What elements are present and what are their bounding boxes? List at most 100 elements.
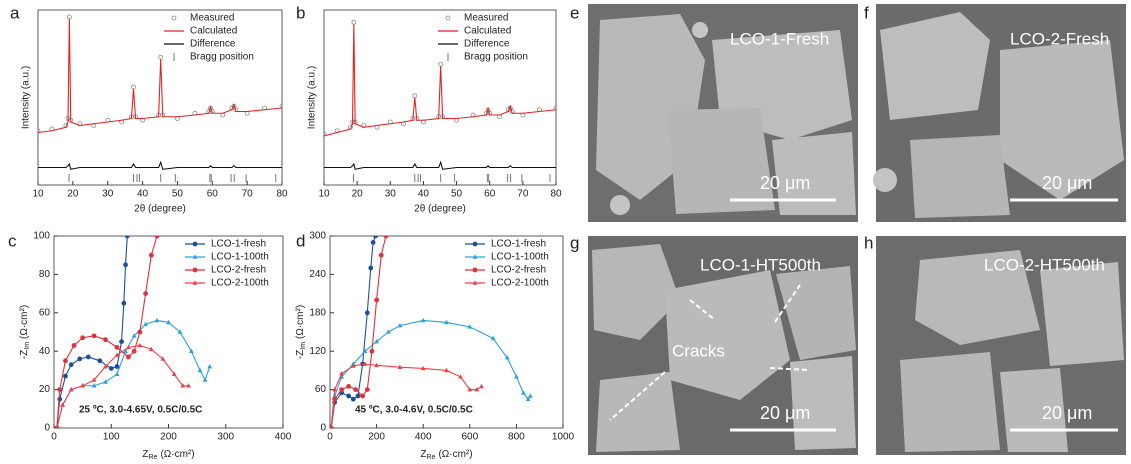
y-axis-label: Intensity (a.u.) — [307, 66, 318, 129]
series-line — [38, 19, 282, 133]
y-axis-label: -ZIm(Ω·cm²) — [19, 305, 32, 359]
data-point — [339, 371, 344, 375]
data-point — [198, 368, 203, 372]
data-point — [63, 374, 67, 378]
data-point — [72, 343, 76, 347]
y-tick-label: 100 — [33, 231, 50, 242]
data-point — [159, 55, 163, 59]
annotation: 45 ºC, 3.0-4.6V, 0.5C/0.5C — [355, 405, 473, 416]
y-tick-label: 40 — [39, 346, 51, 357]
x-tick-label: 60 — [484, 189, 496, 200]
legend-marker — [473, 242, 477, 246]
scale-label: 20 μm — [1042, 173, 1092, 193]
data-point — [81, 336, 85, 340]
plot-frame — [38, 10, 282, 185]
data-point — [132, 85, 136, 89]
legend-label: LCO-1-100th — [211, 252, 269, 263]
plot-area — [36, 15, 284, 182]
panel-letter: a — [10, 3, 20, 22]
data-point — [155, 318, 160, 322]
data-point — [439, 62, 443, 66]
data-point — [138, 330, 142, 334]
label-unit: (Ω·cm²) — [295, 305, 306, 339]
plot-area — [54, 234, 212, 430]
series-line — [38, 162, 282, 169]
data-point — [109, 366, 113, 370]
x-tick-label: 70 — [517, 189, 529, 200]
y-tick-label: 180 — [309, 307, 326, 318]
series-line — [331, 236, 386, 428]
data-point — [365, 388, 369, 392]
series-line — [331, 364, 481, 428]
data-point — [370, 349, 374, 353]
y-tick-label: 240 — [309, 269, 326, 280]
data-point — [521, 390, 526, 394]
label-sub: Re — [149, 454, 158, 461]
legend-label: Calculated — [190, 26, 237, 37]
figure: e LCO-1-Fresh 20 μm f LCO-2-Fresh 20 μm … — [0, 0, 1131, 464]
x-tick-label: 400 — [275, 432, 292, 443]
label-unit: (Ω·cm²) — [19, 305, 30, 339]
y-axis-label: -ZIm(Ω·cm²) — [295, 305, 308, 359]
data-point — [528, 393, 533, 397]
x-tick-label: 0 — [51, 432, 57, 443]
data-point — [354, 388, 358, 392]
label-sub: Re — [427, 454, 436, 461]
x-tick-label: 10 — [32, 189, 44, 200]
panel-letter: f — [864, 3, 869, 22]
data-point — [115, 365, 119, 369]
y-tick-label: 120 — [309, 346, 326, 357]
x-axis-label: ZRe(Ω·cm²) — [420, 449, 472, 462]
data-point — [115, 372, 120, 376]
legend-label: LCO-2-fresh — [491, 265, 546, 276]
x-tick-label: 80 — [276, 189, 288, 200]
legend-label: Measured — [190, 13, 234, 24]
legend-marker — [193, 242, 197, 246]
y-axis-label: Intensity (a.u.) — [21, 66, 32, 129]
sem-label: LCO-1-Fresh — [730, 29, 829, 48]
x-tick-label: 20 — [67, 189, 79, 200]
annotation: 25 ºC, 3.0-4.65V, 0.5C/0.5C — [79, 405, 202, 416]
legend-label: Calculated — [464, 26, 511, 37]
panel-letter: c — [8, 231, 17, 250]
data-point — [58, 388, 62, 392]
sem-label: LCO-2-Fresh — [1010, 29, 1109, 48]
data-point — [352, 20, 356, 24]
data-point — [104, 338, 108, 342]
y-tick-label: 300 — [309, 231, 326, 242]
data-point — [115, 345, 119, 349]
data-point — [78, 357, 82, 361]
data-point — [514, 374, 519, 378]
data-point — [149, 253, 153, 257]
series-line — [324, 24, 556, 136]
legend-label: LCO-1-fresh — [491, 239, 546, 250]
sem-annotation: Cracks — [672, 341, 725, 360]
panel-letter: b — [296, 3, 305, 22]
x-tick-label: 70 — [242, 189, 254, 200]
data-point — [86, 355, 90, 359]
data-point — [69, 363, 73, 367]
data-point — [125, 234, 129, 238]
legend-label: LCO-2-100th — [491, 278, 549, 289]
data-point — [373, 234, 377, 238]
x-tick-label: 40 — [137, 189, 149, 200]
x-tick-label: 10 — [318, 189, 330, 200]
data-point — [347, 394, 351, 398]
x-tick-label: 40 — [418, 189, 430, 200]
data-point — [347, 384, 351, 388]
label-sub: Im — [300, 342, 307, 350]
x-axis-label: 2θ (degree) — [414, 204, 466, 215]
x-tick-label: 30 — [385, 189, 397, 200]
data-point — [137, 343, 142, 347]
y-tick-label: 60 — [39, 307, 51, 318]
data-point — [124, 263, 128, 267]
y-tick-label: 80 — [39, 269, 51, 280]
x-tick-label: 800 — [508, 432, 525, 443]
data-point — [369, 266, 373, 270]
label-unit: (Ω·cm²) — [160, 449, 194, 460]
legend-label: Bragg position — [464, 52, 528, 63]
y-tick-label: 60 — [315, 384, 327, 395]
x-tick-label: 0 — [327, 432, 333, 443]
data-point — [379, 253, 383, 257]
x-axis-label: 2θ (degree) — [134, 204, 186, 215]
